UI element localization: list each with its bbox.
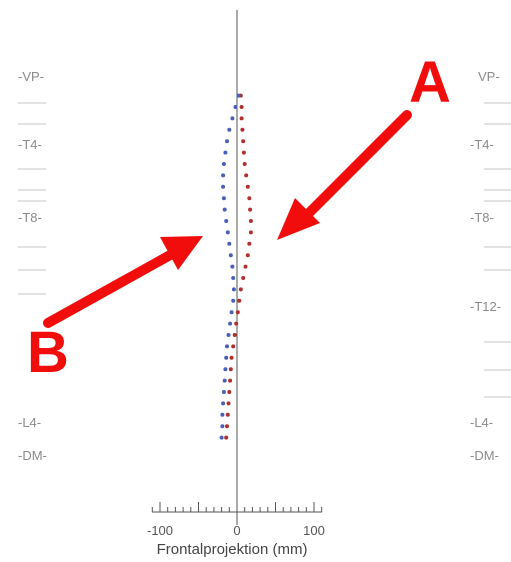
red-series-point bbox=[234, 321, 239, 326]
blue-series-point bbox=[236, 93, 241, 98]
arrow-b bbox=[43, 236, 203, 328]
right-level-scale: VP- -T4- -T8- -T12- -L4- -DM- bbox=[470, 69, 511, 463]
annotation-a-label: A bbox=[409, 50, 451, 115]
red-series-point bbox=[245, 253, 250, 258]
blue-series-point bbox=[221, 173, 226, 178]
blue-series-point bbox=[225, 230, 230, 235]
blue-series-point bbox=[221, 196, 226, 201]
red-series-point bbox=[247, 241, 252, 246]
left-level-dm: -DM- bbox=[18, 448, 47, 463]
left-level-scale: -VP- -T4- -T8- -L4- -DM- bbox=[18, 69, 47, 463]
red-series-point bbox=[244, 173, 249, 178]
blue-series-point bbox=[228, 253, 233, 258]
right-level-vp: VP- bbox=[478, 69, 500, 84]
x-axis bbox=[151, 502, 323, 513]
blue-series-point bbox=[222, 378, 227, 383]
red-series-point bbox=[242, 162, 247, 166]
red-series-point bbox=[247, 196, 252, 201]
red-series-point bbox=[224, 435, 229, 440]
blue-series-point bbox=[220, 412, 225, 417]
red-series-point bbox=[225, 424, 229, 429]
right-level-dm: -DM- bbox=[470, 448, 499, 463]
red-series-point bbox=[229, 355, 234, 360]
arrow-a-head bbox=[277, 198, 320, 240]
red-series-point bbox=[231, 344, 236, 349]
red-series-point bbox=[239, 105, 244, 109]
blue-series-point bbox=[230, 116, 235, 121]
blue-series-point bbox=[227, 241, 232, 246]
red-series-point bbox=[227, 390, 232, 394]
left-level-l4: -L4- bbox=[18, 415, 41, 430]
blue-series-point bbox=[226, 333, 231, 337]
data-points bbox=[219, 93, 253, 440]
red-series-point bbox=[240, 127, 245, 132]
red-series-point bbox=[243, 264, 248, 269]
red-series-point bbox=[235, 310, 240, 315]
blue-series-point bbox=[228, 321, 233, 326]
blue-series-point bbox=[229, 310, 234, 315]
red-series-point bbox=[241, 276, 246, 280]
arrow-a bbox=[277, 110, 412, 240]
red-series-point bbox=[226, 401, 231, 406]
red-series-point bbox=[241, 139, 246, 144]
blue-series-point bbox=[219, 435, 224, 440]
blue-series-point bbox=[221, 184, 226, 189]
red-series-point bbox=[245, 184, 250, 189]
blue-series-point bbox=[222, 207, 227, 212]
blue-series-point bbox=[221, 162, 226, 166]
red-series-point bbox=[228, 378, 233, 383]
blue-series-point bbox=[224, 219, 229, 223]
left-level-t4: -T4- bbox=[18, 137, 42, 152]
blue-series-point bbox=[233, 105, 238, 109]
blue-series-point bbox=[227, 127, 232, 132]
x-tick-label-minus-100: -100 bbox=[147, 523, 173, 538]
right-level-t8: -T8- bbox=[470, 210, 494, 225]
x-tick-label-0: 0 bbox=[233, 523, 240, 538]
blue-series-point bbox=[223, 150, 228, 155]
blue-series-point bbox=[224, 355, 229, 360]
blue-series-point bbox=[221, 390, 226, 394]
red-series-point bbox=[232, 333, 237, 337]
blue-series-point bbox=[231, 298, 236, 303]
blue-series-point bbox=[225, 139, 229, 144]
red-series-point bbox=[239, 116, 244, 121]
red-series-point bbox=[241, 150, 246, 155]
arrow-a-shaft bbox=[295, 110, 412, 227]
x-axis-label: Frontalprojektion (mm) bbox=[157, 541, 308, 558]
red-series-point bbox=[225, 412, 230, 417]
left-level-vp: -VP- bbox=[18, 69, 44, 84]
blue-series-point bbox=[231, 287, 236, 292]
red-series-point bbox=[248, 230, 253, 235]
red-series-point bbox=[238, 287, 243, 292]
arrow-b-head bbox=[160, 236, 203, 270]
right-level-t4: -T4- bbox=[470, 137, 494, 152]
blue-series-point bbox=[231, 276, 236, 280]
red-series-point bbox=[248, 207, 253, 212]
red-series-point bbox=[237, 298, 242, 303]
left-level-t8: -T8- bbox=[18, 210, 42, 225]
x-tick-label-100: 100 bbox=[303, 523, 325, 538]
blue-series-point bbox=[230, 264, 235, 269]
blue-series-point bbox=[221, 401, 226, 406]
annotation-b-label: B bbox=[27, 320, 69, 385]
red-series-point bbox=[228, 367, 233, 372]
blue-series-point bbox=[223, 367, 228, 372]
arrow-b-shaft bbox=[43, 249, 177, 328]
right-level-l4: -L4- bbox=[470, 415, 493, 430]
blue-series-point bbox=[225, 344, 229, 349]
right-level-t12: -T12- bbox=[470, 299, 501, 314]
red-series-point bbox=[248, 219, 253, 223]
blue-series-point bbox=[220, 424, 225, 429]
